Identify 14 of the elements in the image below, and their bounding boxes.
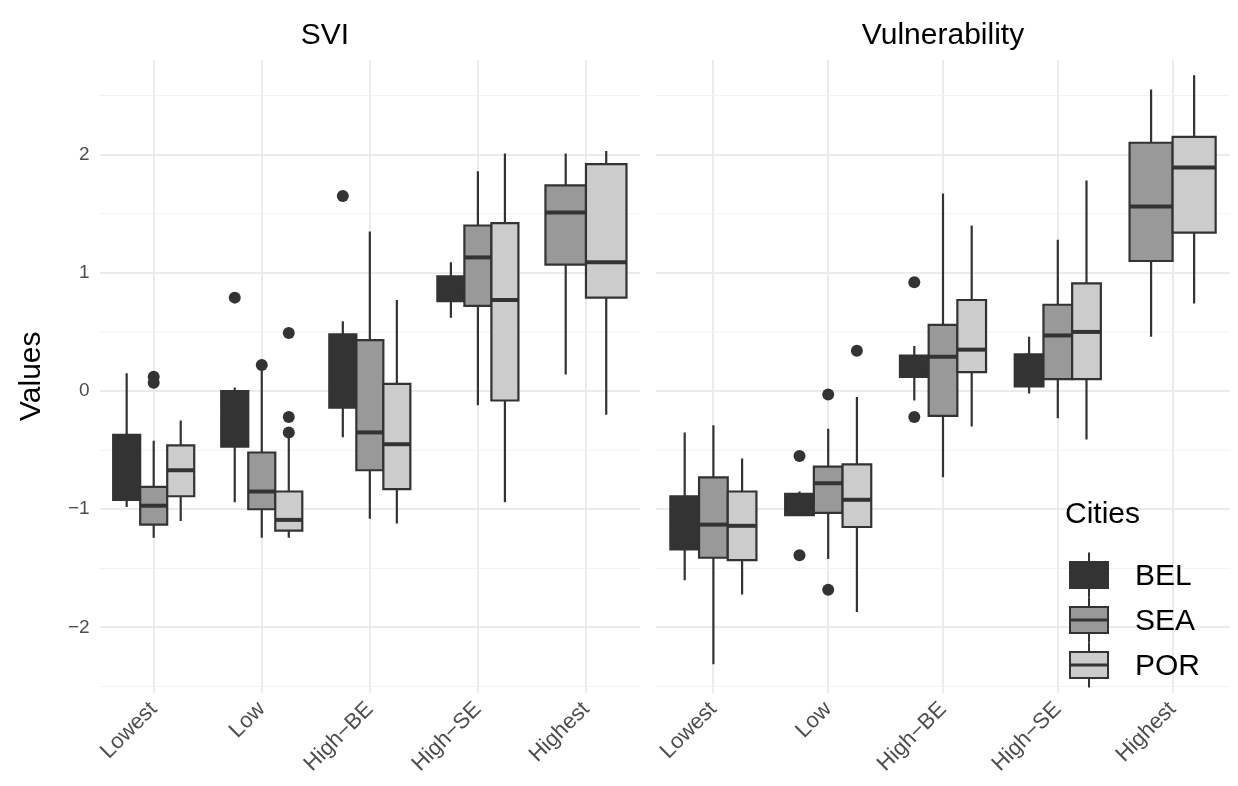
legend-label: SEA (1135, 603, 1196, 637)
legend-title: Cities (1065, 495, 1141, 529)
chart-title: SVI (300, 17, 350, 51)
legend-label: BEL (1135, 558, 1192, 592)
y-tick-label: −1 (67, 497, 90, 519)
x-tick-label: Low (223, 695, 270, 743)
x-tick-label: Low (789, 695, 837, 743)
y-tick-label: 0 (79, 379, 90, 401)
y-tick-label: 1 (79, 261, 90, 283)
y-tick-label: −2 (67, 615, 90, 637)
y-tick-label: 2 (79, 142, 90, 164)
legend-label: POR (1135, 648, 1201, 682)
y-axis-title: Values (13, 331, 47, 422)
chart-title: Vulnerability (861, 17, 1025, 51)
